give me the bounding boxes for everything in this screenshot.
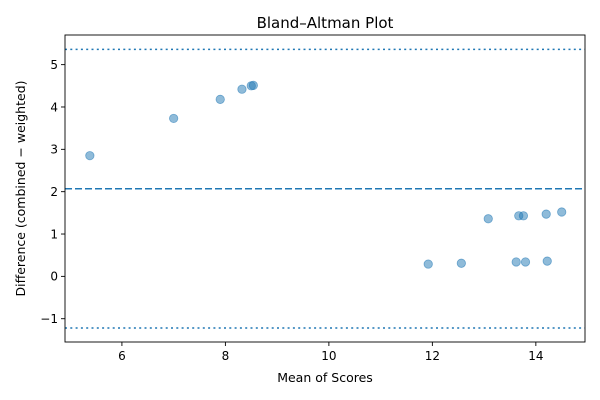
plot-frame: [64, 34, 586, 343]
x-tick-label: 14: [528, 349, 543, 363]
scatter-point: [169, 113, 179, 124]
scatter-point: [237, 84, 247, 94]
x-axis-label: Mean of Scores: [277, 370, 373, 385]
scatter-point: [511, 257, 521, 267]
x-tick-label: 12: [425, 349, 440, 363]
scatter-point: [85, 151, 95, 161]
scatter-point: [542, 256, 552, 266]
x-tick-label: 10: [321, 349, 336, 363]
scatter-point: [483, 214, 493, 224]
plot-area: [65, 48, 585, 329]
scatter-point: [248, 80, 258, 90]
scatter-point: [541, 209, 551, 219]
y-tick-label: 0: [50, 270, 58, 284]
y-tick-label: 3: [50, 143, 58, 157]
scatter-point: [215, 94, 225, 104]
scatter-point: [520, 257, 531, 267]
scatter-point: [423, 259, 433, 269]
chart-title: Bland–Altman Plot: [257, 14, 394, 32]
y-tick-label: 5: [50, 58, 58, 72]
x-tick-label: 8: [222, 349, 230, 363]
x-tick-label: 6: [118, 349, 126, 363]
y-axis-label: Difference (combined − weighted): [13, 80, 28, 296]
y-tick-label: 4: [50, 100, 58, 114]
y-tick-label: 2: [50, 185, 58, 199]
scatter-point: [557, 207, 567, 217]
scatter-point: [456, 258, 466, 268]
y-tick-label: −1: [40, 312, 58, 326]
x-axis: 6 8 10 12 14: [118, 342, 543, 363]
scatter-point: [518, 211, 529, 221]
y-tick-label: 1: [50, 227, 58, 241]
y-axis: −1 0 1 2 3 4 5: [40, 58, 65, 326]
